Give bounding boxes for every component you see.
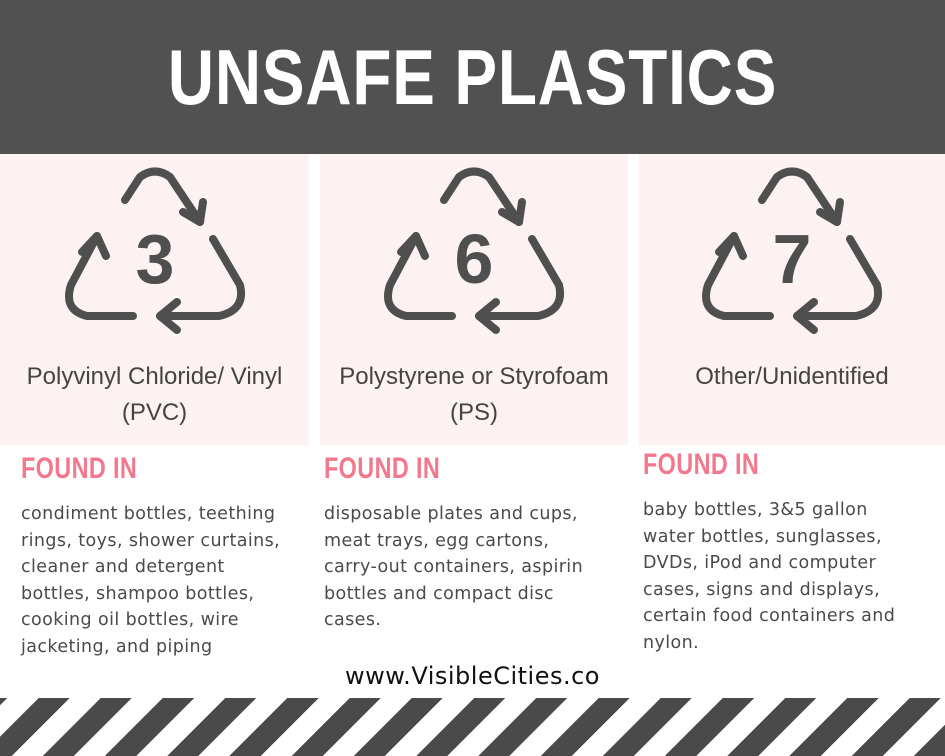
found-line: carry-out containers, aspirin [324, 557, 584, 577]
found-line: jacketing, and piping [21, 636, 213, 657]
website-url: www.VisibleCities.co [345, 662, 600, 690]
hazard-stripes [0, 698, 945, 756]
found-line: nylon. [643, 632, 700, 653]
found-line: certain food containers and [643, 606, 896, 626]
resin-code-7: 7 [773, 220, 812, 298]
plastic-name: Other/Unidentified [695, 363, 889, 390]
plastic-abbrev: (PS) [450, 399, 498, 426]
page-title: UNSAFE PLASTICS [167, 32, 778, 121]
found-line: cases, signs and displays, [643, 579, 881, 600]
recycle-triangle-icon: 3 [64, 167, 245, 334]
plastic-card-6: 6 Polystyrene or Styrofoam (PS) [320, 154, 628, 445]
plastic-abbrev: (PVC) [121, 399, 188, 426]
resin-code-6: 6 [455, 220, 494, 298]
found-in-list: disposable plates and cups, meat trays, … [324, 501, 583, 634]
found-line: rings, toys, shower curtains, [21, 530, 281, 551]
found-line: condiment bottles, teething [21, 504, 276, 524]
found-line: disposable plates and cups, [324, 504, 578, 524]
found-in-list: baby bottles, 3&5 gallon water bottles, … [643, 497, 895, 656]
found-line: cooking oil bottles, wire [21, 610, 239, 630]
found-line: DVDs, iPod and computer [643, 553, 877, 573]
recycle-triangle-icon: 6 [384, 167, 564, 334]
found-line: cleaner and detergent [21, 557, 225, 577]
recycle-triangle-icon: 7 [702, 167, 882, 334]
plastic-card-3: 3 Polyvinyl Chloride/ Vinyl (PVC) [0, 154, 309, 445]
plastic-card-7: 7 Other/Unidentified [639, 154, 945, 445]
plastic-name: Polystyrene or Styrofoam [339, 363, 609, 390]
found-line: bottles and compact disc [324, 583, 554, 604]
plastic-name: Polyvinyl Chloride/ Vinyl [26, 363, 283, 390]
found-line: cases. [324, 610, 382, 630]
found-line: baby bottles, 3&5 gallon [643, 500, 868, 520]
found-in-heading: FOUND IN [324, 452, 441, 485]
found-line: meat trays, egg cartons, [324, 530, 550, 551]
found-line: bottles, shampoo bottles, [21, 583, 255, 604]
header-banner: UNSAFE PLASTICS [0, 0, 945, 154]
resin-code-3: 3 [135, 220, 174, 298]
found-line: water bottles, sunglasses, [643, 526, 882, 547]
found-in-heading: FOUND IN [643, 448, 760, 481]
found-in-list: condiment bottles, teething rings, toys,… [21, 501, 280, 660]
found-in-heading: FOUND IN [21, 452, 138, 485]
